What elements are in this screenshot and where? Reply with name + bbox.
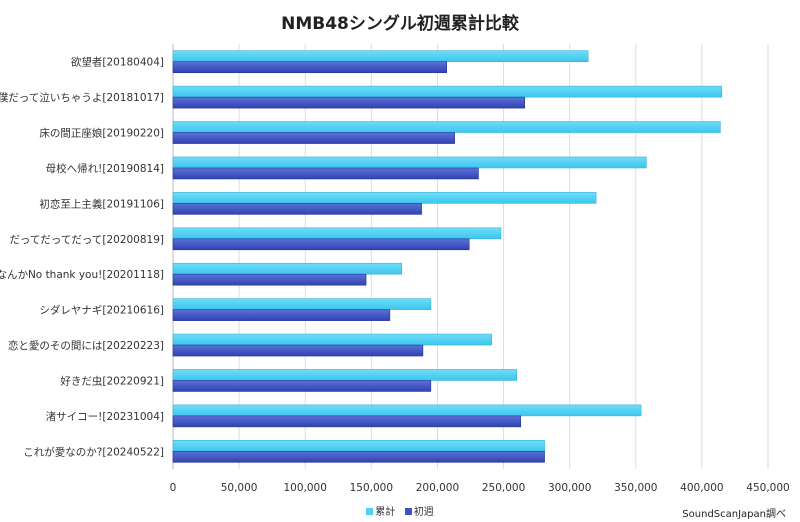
bar-first-week — [172, 309, 391, 321]
category-label: 渚サイコー![20231004] — [46, 411, 164, 423]
legend-label: 初週 — [413, 507, 434, 518]
x-tick-label: 350,000 — [614, 482, 657, 494]
bar-first-week — [172, 450, 545, 463]
bar-first-week — [172, 132, 455, 144]
bar-cumulative — [172, 404, 642, 417]
bar-cumulative — [172, 121, 721, 133]
bar-first-week — [172, 273, 367, 286]
x-tick-label: 150,000 — [350, 482, 393, 494]
x-tick-label: 50,000 — [221, 482, 258, 494]
category-label: 恋と愛のその間には[20220223] — [8, 339, 164, 352]
bar-cumulative — [172, 50, 589, 63]
category-label: 好きだ虫[20220921] — [60, 375, 164, 387]
category-label: シダレヤナギ[20210616] — [39, 304, 164, 317]
bar-first-week — [172, 61, 448, 74]
bar-cumulative — [172, 369, 518, 381]
category-label: 床の間正座娘[20190220] — [39, 127, 164, 140]
category-label: 欲望者[20180404] — [71, 56, 164, 69]
x-tick-label: 250,000 — [482, 482, 525, 494]
bar-cumulative — [172, 333, 492, 346]
x-tick-label: 300,000 — [548, 482, 591, 494]
bar-first-week — [172, 415, 522, 428]
category-label: 初恋至上主義[20191106] — [39, 197, 164, 210]
category-label: これが愛なのか?[20240522] — [23, 445, 164, 458]
bar-cumulative — [172, 298, 432, 310]
legend-swatch — [366, 508, 374, 515]
category-label: 母校へ帰れ![20190814] — [46, 162, 164, 175]
category-label: 僕だって泣いちゃうよ[20181017] — [0, 91, 164, 104]
bar-cumulative — [172, 192, 597, 204]
x-tick-label: 0 — [170, 482, 177, 494]
chart-title: NMB48シングル初週累計比較 — [281, 14, 519, 34]
x-tick-label: 200,000 — [416, 482, 459, 494]
legend-item-cumulative: 累計 — [366, 507, 395, 518]
bar-first-week — [172, 380, 432, 392]
bar-first-week — [172, 96, 526, 109]
x-tick-label: 100,000 — [284, 482, 327, 494]
legend-item-first-week: 初週 — [404, 507, 434, 518]
category-label: だってだってだって[20200819] — [9, 234, 164, 246]
bar-first-week — [172, 203, 422, 215]
source-note: SoundScanJapan調べ — [682, 509, 786, 520]
x-tick-label: 450,000 — [746, 482, 789, 494]
bar-cumulative — [172, 85, 723, 98]
legend-swatch — [404, 508, 412, 515]
bar-cumulative — [172, 227, 502, 240]
bar-first-week — [172, 167, 479, 180]
category-label: 恋なんかNo thank you![20201118] — [0, 268, 164, 281]
x-tick-label: 400,000 — [680, 482, 723, 494]
bar-first-week — [172, 344, 424, 357]
bar-cumulative — [172, 439, 545, 452]
bar-cumulative — [172, 262, 403, 275]
bar-cumulative — [172, 156, 647, 169]
bar-first-week — [172, 238, 470, 251]
legend: 累計 初週 — [0, 503, 800, 518]
legend-label: 累計 — [375, 507, 396, 518]
